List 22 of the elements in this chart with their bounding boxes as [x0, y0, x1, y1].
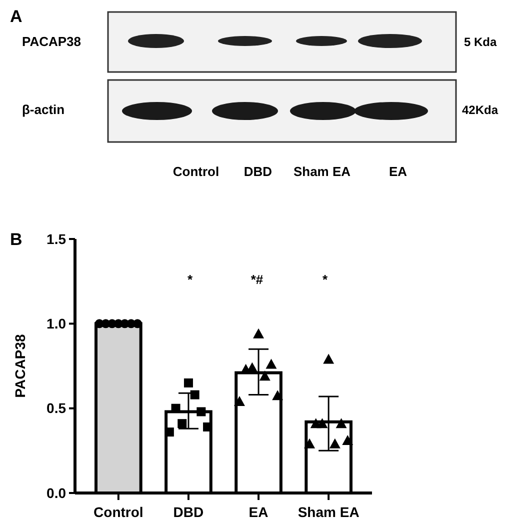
text: Control	[172, 164, 220, 179]
y-tick-label: 1.0	[46, 316, 66, 332]
x-tick-label: Sham EA	[298, 504, 360, 520]
y-tick-label: 0.5	[46, 400, 66, 416]
x-tick-label: DBD	[173, 504, 204, 520]
text: DBD	[244, 164, 272, 179]
annotation: *#	[250, 272, 264, 287]
text: 42Kda	[462, 103, 498, 117]
annotation: *	[322, 272, 328, 287]
x-tick-label: Control	[94, 504, 144, 520]
text: EA	[388, 164, 408, 179]
text: B	[10, 230, 22, 249]
y-axis-title: PACAP38	[12, 334, 28, 398]
y-tick-label: 1.5	[46, 230, 66, 247]
text: Sham EA	[293, 164, 352, 179]
text: A	[10, 7, 22, 26]
text: β-actin	[22, 102, 65, 117]
y-tick-label: 0.0	[46, 484, 66, 501]
x-tick-label: EA	[248, 504, 268, 520]
text: 5 Kda	[464, 35, 498, 49]
annotation: *	[187, 272, 194, 287]
text: PACAP38	[22, 34, 82, 49]
